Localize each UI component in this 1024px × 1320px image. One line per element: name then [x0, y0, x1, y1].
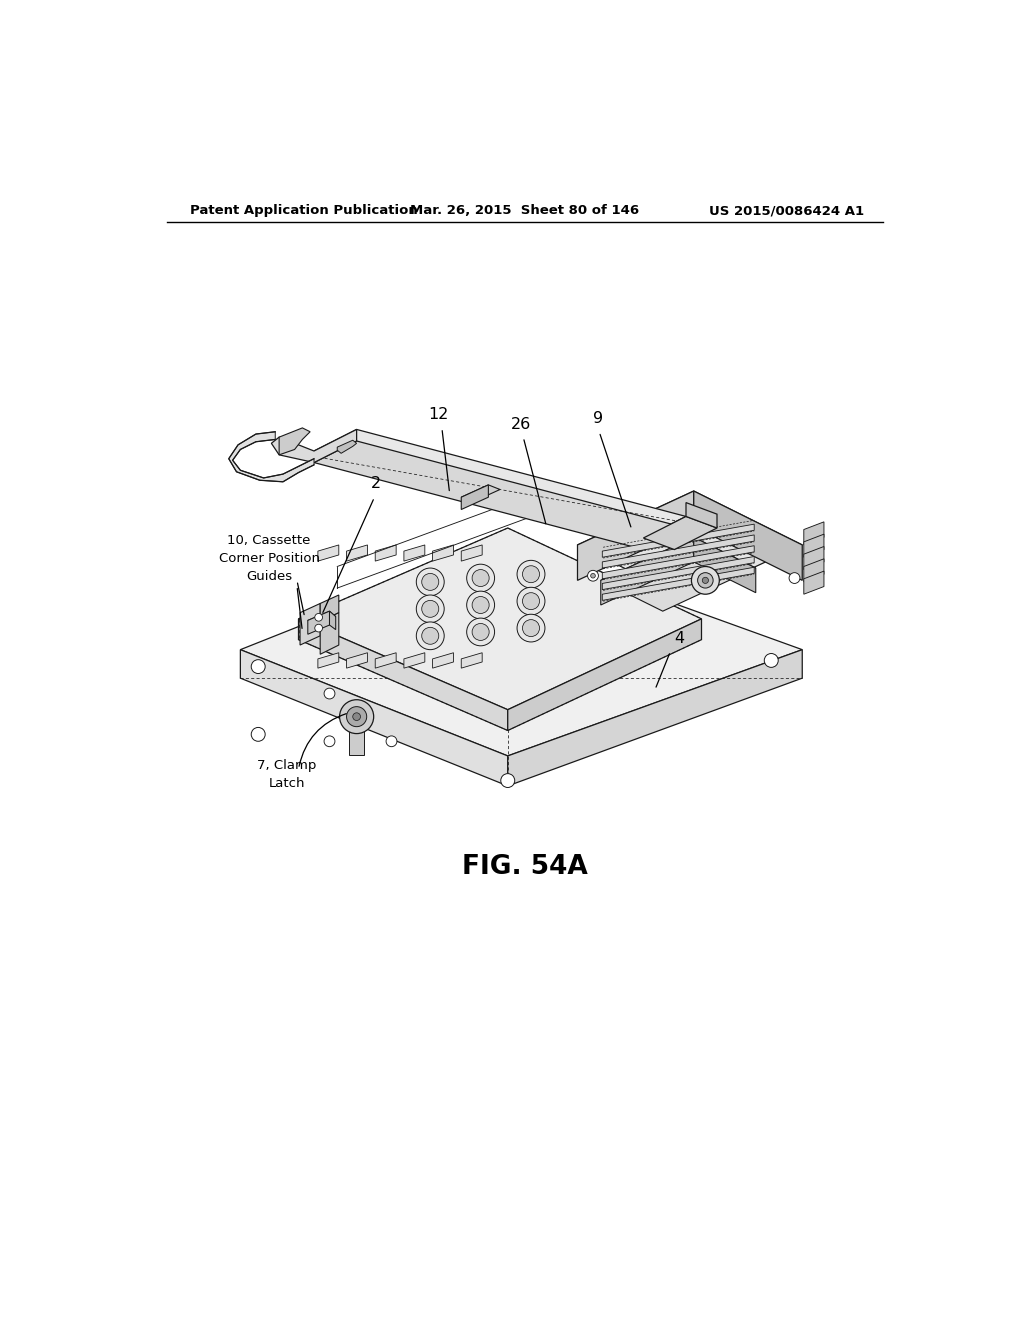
Polygon shape: [508, 649, 802, 785]
Polygon shape: [346, 545, 368, 561]
Circle shape: [588, 570, 598, 581]
Circle shape: [591, 573, 595, 578]
Text: US 2015/0086424 A1: US 2015/0086424 A1: [710, 205, 864, 218]
Polygon shape: [300, 603, 321, 645]
Polygon shape: [804, 558, 824, 582]
Circle shape: [422, 601, 438, 618]
Polygon shape: [432, 545, 454, 561]
Polygon shape: [299, 619, 508, 730]
Polygon shape: [508, 619, 701, 730]
Polygon shape: [228, 432, 314, 482]
Polygon shape: [308, 611, 330, 635]
Circle shape: [386, 737, 397, 747]
Polygon shape: [346, 653, 368, 668]
Text: Mar. 26, 2015  Sheet 80 of 146: Mar. 26, 2015 Sheet 80 of 146: [411, 205, 639, 218]
Circle shape: [764, 653, 778, 668]
Polygon shape: [578, 491, 693, 581]
Circle shape: [251, 660, 265, 673]
Circle shape: [417, 568, 444, 595]
Text: 12: 12: [428, 407, 449, 422]
Circle shape: [352, 713, 360, 721]
Polygon shape: [403, 545, 425, 561]
Polygon shape: [804, 535, 824, 557]
Polygon shape: [602, 557, 755, 590]
Polygon shape: [602, 568, 755, 601]
Polygon shape: [693, 491, 802, 581]
Polygon shape: [337, 441, 356, 453]
Polygon shape: [375, 545, 396, 561]
Polygon shape: [804, 521, 824, 545]
Polygon shape: [314, 441, 686, 549]
Polygon shape: [241, 649, 508, 785]
Polygon shape: [602, 545, 755, 578]
Polygon shape: [643, 516, 717, 549]
Text: 9: 9: [593, 412, 603, 426]
Polygon shape: [403, 653, 425, 668]
Text: 26: 26: [511, 417, 531, 432]
Polygon shape: [299, 528, 701, 710]
Circle shape: [790, 573, 800, 583]
Polygon shape: [578, 491, 802, 599]
Polygon shape: [601, 537, 756, 611]
Text: 7, Clamp
Latch: 7, Clamp Latch: [257, 759, 316, 789]
Polygon shape: [461, 653, 482, 668]
Polygon shape: [321, 595, 339, 622]
Text: 2: 2: [371, 477, 381, 491]
Polygon shape: [602, 524, 755, 557]
Circle shape: [702, 577, 709, 583]
Polygon shape: [804, 572, 824, 594]
Polygon shape: [693, 537, 756, 593]
Polygon shape: [375, 653, 396, 668]
Circle shape: [251, 727, 265, 742]
Polygon shape: [804, 546, 824, 570]
Text: 4: 4: [675, 631, 684, 645]
Circle shape: [697, 573, 713, 589]
Circle shape: [691, 566, 719, 594]
Circle shape: [467, 618, 495, 645]
Polygon shape: [686, 503, 717, 528]
Circle shape: [517, 614, 545, 642]
Circle shape: [417, 622, 444, 649]
Polygon shape: [317, 653, 339, 668]
Polygon shape: [317, 545, 339, 561]
Polygon shape: [461, 484, 500, 502]
Text: FIG. 54A: FIG. 54A: [462, 854, 588, 880]
Circle shape: [422, 573, 438, 590]
Circle shape: [417, 595, 444, 623]
Circle shape: [314, 624, 323, 632]
Circle shape: [522, 566, 540, 582]
Circle shape: [324, 688, 335, 700]
Circle shape: [324, 737, 335, 747]
Circle shape: [517, 560, 545, 589]
Polygon shape: [241, 544, 802, 756]
Circle shape: [346, 706, 367, 726]
Polygon shape: [349, 717, 365, 755]
Circle shape: [522, 593, 540, 610]
Circle shape: [314, 614, 323, 622]
Circle shape: [467, 564, 495, 591]
Polygon shape: [461, 484, 488, 510]
Circle shape: [472, 597, 489, 614]
Circle shape: [501, 774, 515, 788]
Circle shape: [472, 570, 489, 586]
Text: 10, Cassette
Corner Position
Guides: 10, Cassette Corner Position Guides: [218, 535, 319, 583]
Polygon shape: [601, 537, 693, 605]
Polygon shape: [308, 611, 336, 626]
Circle shape: [422, 627, 438, 644]
Circle shape: [517, 587, 545, 615]
Polygon shape: [330, 611, 336, 630]
Polygon shape: [280, 428, 310, 455]
Circle shape: [522, 619, 540, 636]
Polygon shape: [432, 653, 454, 668]
Circle shape: [467, 591, 495, 619]
Polygon shape: [321, 612, 339, 655]
Polygon shape: [602, 535, 755, 568]
Polygon shape: [271, 429, 356, 462]
Polygon shape: [461, 545, 482, 561]
Polygon shape: [314, 429, 686, 539]
Circle shape: [340, 700, 374, 734]
Text: Patent Application Publication: Patent Application Publication: [190, 205, 418, 218]
Circle shape: [472, 623, 489, 640]
